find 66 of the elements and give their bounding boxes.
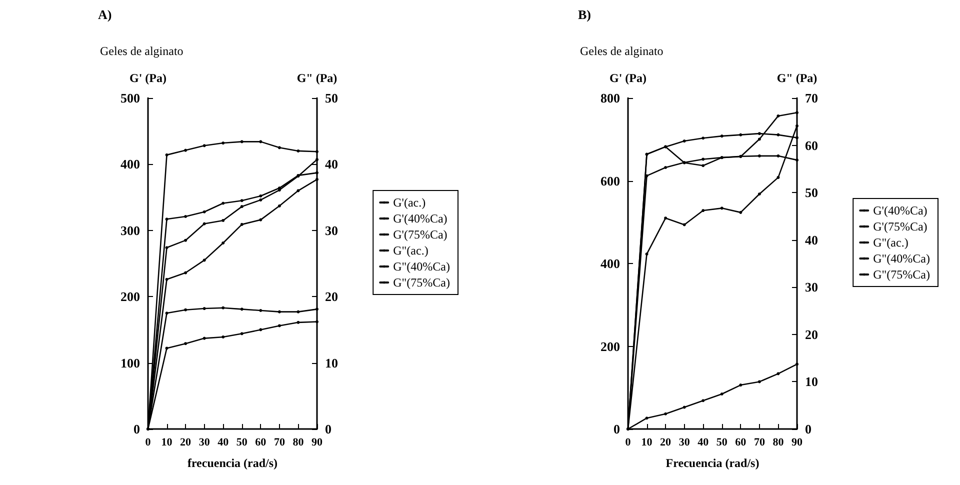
y-tick-label: 400 <box>120 156 140 172</box>
x-tick-label: 40 <box>698 436 710 448</box>
x-tick-label: 0 <box>625 436 632 448</box>
legend-label: G"(40%Ca) <box>873 252 930 266</box>
y2-tick-label: 70 <box>805 90 818 106</box>
y2-tick-label: 50 <box>325 90 338 106</box>
y-tick-label: 200 <box>120 289 140 304</box>
x-tick-label: 10 <box>641 436 653 448</box>
x-tick-label: 10 <box>161 436 173 448</box>
y2-tick-label: 30 <box>805 280 818 295</box>
chart-title: Geles de alginato <box>100 44 184 58</box>
legend-label: G'(40%Ca) <box>873 204 928 218</box>
y-axis-title: G' (Pa) <box>130 71 166 85</box>
y-tick-label: 400 <box>600 256 620 271</box>
legend-label: G'(75%Ca) <box>873 220 928 234</box>
y2-tick-label: 60 <box>805 138 818 153</box>
y2-tick-label: 20 <box>805 326 818 342</box>
y-tick-label: 800 <box>600 90 620 106</box>
x-axis-title: Frecuencia (rad/s) <box>666 456 760 470</box>
x-tick-label: 60 <box>735 436 747 448</box>
legend-label: G'(ac.) <box>393 196 426 210</box>
y2-tick-label: 0 <box>805 422 812 436</box>
legend-label: G"(75%Ca) <box>873 268 930 282</box>
legend-label: G'(75%Ca) <box>393 228 448 242</box>
x-tick-label: 70 <box>754 436 766 448</box>
y-axis-title: G' (Pa) <box>610 71 646 85</box>
y2-tick-label: 50 <box>805 185 818 200</box>
x-tick-label: 20 <box>180 436 192 448</box>
y-tick-label: 300 <box>120 222 140 238</box>
y-tick-label: 600 <box>600 173 620 188</box>
y2-tick-label: 0 <box>325 422 332 436</box>
text: A) <box>98 7 112 22</box>
legend-label: G"(ac.) <box>873 236 908 250</box>
chart-title: Geles de alginato <box>580 44 664 58</box>
legend-label: G"(ac.) <box>393 244 428 258</box>
x-tick-label: 30 <box>198 436 210 448</box>
x-tick-label: 90 <box>312 436 323 448</box>
legend-label: G'(40%Ca) <box>393 212 448 226</box>
x-axis-title: frecuencia (rad/s) <box>187 456 278 470</box>
x-tick-label: 80 <box>772 436 784 448</box>
y2-tick-label: 20 <box>325 289 338 304</box>
y2-axis-title: G" (Pa) <box>296 71 338 85</box>
x-tick-label: 90 <box>792 436 803 448</box>
legend-label: G"(40%Ca) <box>393 260 450 274</box>
y-tick-label: 500 <box>120 90 140 106</box>
x-tick-label: 40 <box>218 436 230 448</box>
y-tick-label: 0 <box>134 422 140 436</box>
x-tick-label: 50 <box>236 436 248 448</box>
y-tick-label: 200 <box>600 338 620 354</box>
y2-tick-label: 10 <box>805 374 818 390</box>
x-tick-label: 50 <box>716 436 728 448</box>
x-tick-label: 20 <box>660 436 672 448</box>
legend-label: G"(75%Ca) <box>393 276 450 290</box>
y-tick-label: 100 <box>120 355 140 370</box>
y-tick-label: 0 <box>614 422 620 436</box>
x-tick-label: 0 <box>145 436 152 448</box>
x-tick-label: 30 <box>678 436 690 448</box>
x-tick-label: 70 <box>274 436 286 448</box>
text: B) <box>578 7 591 22</box>
x-tick-label: 60 <box>255 436 267 448</box>
y2-axis-title: G" (Pa) <box>776 71 818 85</box>
x-tick-label: 80 <box>292 436 304 448</box>
y2-tick-label: 40 <box>805 232 818 248</box>
y2-tick-label: 30 <box>325 222 338 238</box>
y2-tick-label: 40 <box>325 156 338 172</box>
y2-tick-label: 10 <box>325 355 338 370</box>
